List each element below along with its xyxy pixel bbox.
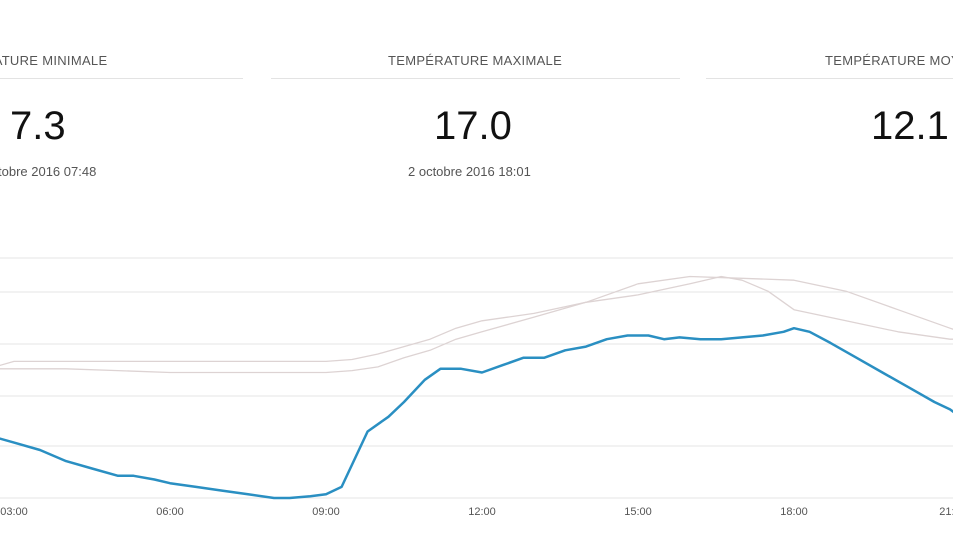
- x-tick-label: 03:00: [0, 506, 28, 518]
- stat-min-title: RATURE MINIMALE: [0, 53, 108, 68]
- stat-max-title: TEMPÉRATURE MAXIMALE: [388, 53, 563, 68]
- stat-avg-value: 12.1: [871, 104, 949, 148]
- x-tick-label: 21:0: [939, 506, 953, 518]
- stat-max-date: 2 octobre 2016 18:01: [408, 164, 531, 179]
- x-tick-label: 09:00: [312, 506, 340, 518]
- series-line-reference: [0, 275, 953, 367]
- x-tick-label: 06:00: [156, 506, 184, 518]
- series-line-reference: [0, 275, 953, 374]
- temperature-line-chart: 03:00 06:00 09:00 12:00 15:00 18:00 21:0: [0, 257, 953, 518]
- stat-max-value: 17.0: [434, 104, 512, 148]
- stat-max-divider: [271, 78, 680, 79]
- stat-min-divider: [0, 78, 243, 79]
- x-tick-label: 12:00: [468, 506, 496, 518]
- stat-min-value: 7.3: [10, 104, 66, 148]
- stat-avg-divider: [706, 78, 953, 79]
- stat-avg-title: TEMPÉRATURE MOY: [825, 53, 953, 68]
- x-tick-label: 18:00: [780, 506, 808, 518]
- x-tick-label: 15:00: [624, 506, 652, 518]
- stat-min-date: tobre 2016 07:48: [0, 164, 97, 179]
- series-line-main: [0, 326, 953, 500]
